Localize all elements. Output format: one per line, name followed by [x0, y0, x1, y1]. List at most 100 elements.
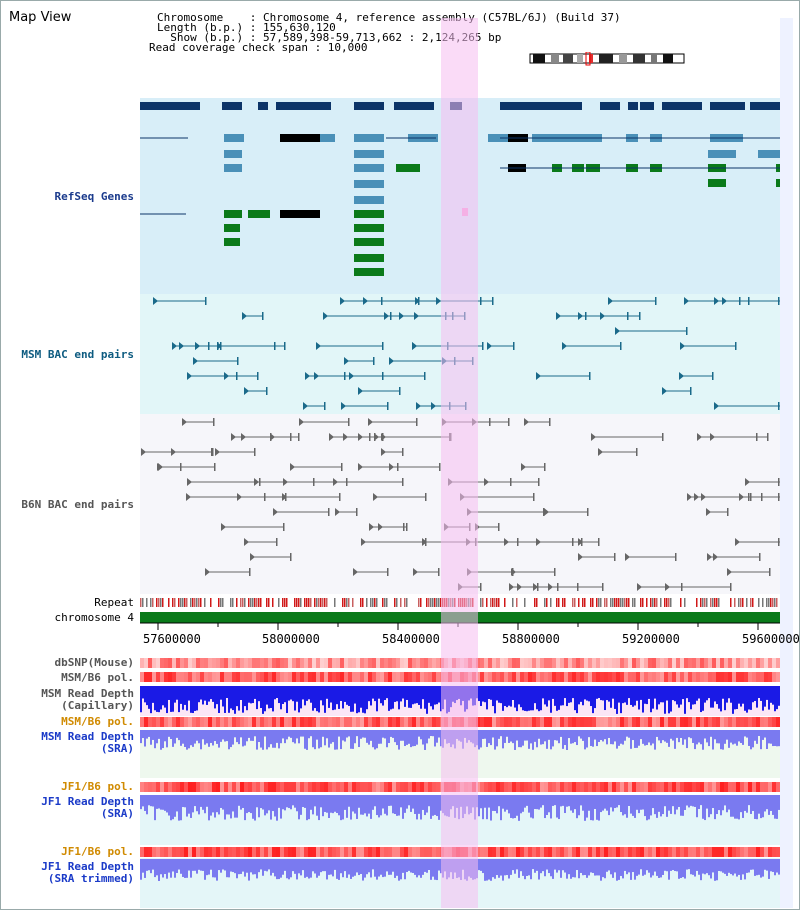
depth-bar [748, 859, 750, 873]
jf1-pol-sra-strip[interactable] [140, 782, 780, 792]
depth-bar [736, 730, 738, 746]
heat-cell [508, 672, 512, 682]
heat-cell [432, 717, 436, 727]
depth-bar [636, 730, 638, 748]
depth-bar [194, 859, 196, 871]
dbsnp-heat-strip[interactable] [140, 658, 780, 668]
repeat-element [432, 598, 434, 607]
heat-cell [408, 782, 412, 792]
heat-cell [600, 658, 604, 668]
heat-cell [188, 672, 192, 682]
heat-cell [252, 658, 256, 668]
repeat-element [616, 598, 618, 607]
depth-bar [558, 686, 560, 710]
bac-end-marker [416, 402, 421, 410]
axis-tick-label: 59200000 [622, 632, 680, 646]
dbsnp-track-label[interactable]: dbSNP(Mouse) [54, 656, 134, 669]
msm-pol-sra-label[interactable]: MSM/B6 pol. [61, 715, 134, 728]
msm-pol-capillary-strip[interactable] [140, 672, 780, 682]
gene-exon-block [224, 210, 242, 218]
depth-bar [412, 795, 414, 809]
depth-bar [222, 859, 224, 870]
depth-bar [300, 795, 302, 815]
depth-bar [488, 686, 490, 700]
depth-bar [392, 730, 394, 738]
depth-bar [626, 795, 628, 818]
depth-bar [488, 859, 490, 880]
heat-cell [392, 717, 396, 727]
depth-bar [190, 730, 192, 746]
depth-bar [182, 686, 184, 710]
jf1-pol-trimmed-label[interactable]: JF1/B6 pol. [61, 845, 134, 858]
depth-bar [502, 730, 504, 749]
repeat-track-label[interactable]: Repeat [94, 596, 134, 609]
depth-bar [704, 859, 706, 875]
heat-cell [368, 782, 372, 792]
jf1-pol-trimmed-strip[interactable] [140, 847, 780, 857]
depth-bar [730, 859, 732, 875]
depth-bar [480, 686, 482, 706]
gene-exon-block [224, 224, 240, 232]
heat-cell [420, 717, 424, 727]
depth-bar [372, 730, 374, 748]
msm-depth-sra-label[interactable]: MSM Read Depth (SRA) [41, 730, 134, 755]
depth-bar [212, 686, 214, 702]
depth-bar [272, 859, 274, 873]
depth-bar [428, 859, 430, 870]
heat-cell [516, 847, 520, 857]
bac-end-marker [290, 463, 295, 471]
jf1-pol-sra-label[interactable]: JF1/B6 pol. [61, 780, 134, 793]
depth-bar [586, 795, 588, 818]
bac-end-marker [544, 508, 549, 516]
depth-bar [702, 795, 704, 819]
b6n-bac-track-label[interactable]: B6N BAC end pairs [21, 498, 134, 511]
depth-bar [370, 686, 372, 706]
heat-cell [180, 717, 184, 727]
refseq-gene-track[interactable] [140, 98, 780, 294]
heat-cell [740, 847, 744, 857]
depth-bar [690, 730, 692, 739]
heat-cell [608, 782, 612, 792]
heat-cell [288, 658, 292, 668]
chromosome-track-label[interactable]: chromosome 4 [54, 611, 134, 624]
heat-cell [596, 672, 600, 682]
msm-pol-capillary-label[interactable]: MSM/B6 pol. [61, 671, 134, 684]
depth-bar [520, 730, 522, 748]
heat-cell [552, 782, 556, 792]
selected-region-highlight[interactable] [441, 18, 478, 908]
heat-cell [508, 717, 512, 727]
depth-bar [768, 795, 770, 815]
depth-bar [310, 730, 312, 737]
depth-bar [598, 730, 600, 742]
depth-bar [742, 795, 744, 818]
depth-bar [174, 795, 176, 817]
repeat-element [766, 598, 768, 607]
heat-cell [152, 782, 156, 792]
depth-bar [606, 859, 608, 872]
msm-depth-capillary-label[interactable]: MSM Read Depth (Capillary) [41, 687, 134, 712]
depth-bar [164, 795, 166, 811]
msm-depth-sra-plot[interactable] [140, 730, 780, 750]
depth-bar [660, 686, 662, 703]
heat-cell [640, 658, 644, 668]
refseq-track-label[interactable]: RefSeq Genes [54, 190, 134, 203]
depth-bar [380, 686, 382, 704]
jf1-depth-sra-plot[interactable] [140, 795, 780, 821]
depth-bar [300, 686, 302, 709]
jf1-depth-sra-label[interactable]: JF1 Read Depth (SRA) [41, 795, 134, 820]
depth-bar [140, 686, 142, 713]
depth-bar [228, 859, 230, 878]
depth-bar [274, 686, 276, 700]
heat-cell [300, 717, 304, 727]
chromosome-ideogram[interactable] [529, 52, 687, 66]
heat-cell [384, 672, 388, 682]
depth-bar [378, 686, 380, 699]
heat-cell [316, 717, 320, 727]
gene-exon-block [354, 196, 384, 204]
msm-bac-track-label[interactable]: MSM BAC end pairs [21, 348, 134, 361]
heat-cell [592, 717, 596, 727]
depth-bar [304, 686, 306, 706]
depth-bar [580, 686, 582, 702]
jf1-depth-trimmed-label[interactable]: JF1 Read Depth (SRA trimmed) [41, 860, 134, 885]
msm-pol-sra-strip[interactable] [140, 717, 780, 727]
